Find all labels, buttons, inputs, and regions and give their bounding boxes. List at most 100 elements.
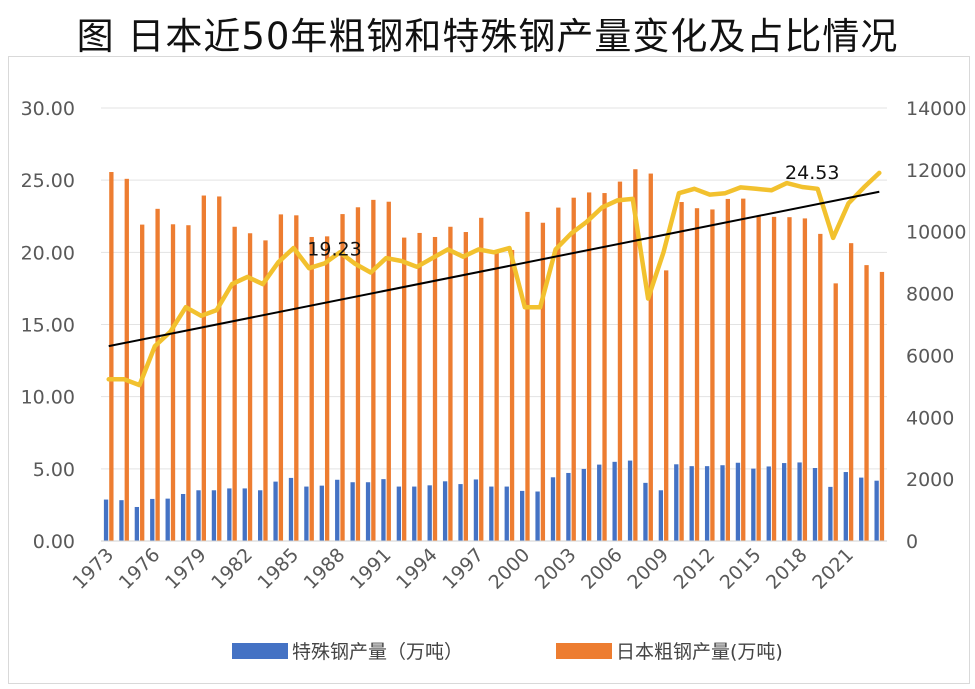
bar-crude-steel bbox=[124, 178, 129, 542]
bar-crude-steel bbox=[186, 225, 191, 541]
bar-special-steel bbox=[828, 486, 833, 541]
bar-crude-steel bbox=[602, 193, 607, 541]
bar-crude-steel bbox=[802, 218, 808, 542]
bar-crude-steel bbox=[741, 198, 746, 541]
bar-crude-steel bbox=[232, 226, 237, 541]
bar-special-steel bbox=[381, 479, 386, 541]
bar-special-steel bbox=[196, 490, 201, 541]
x-tick-label: 2012 bbox=[670, 544, 720, 594]
bar-crude-steel bbox=[694, 208, 700, 542]
legend-swatch-special-steel bbox=[232, 642, 288, 659]
legend-crude-steel: 日本粗钢产量(万吨) bbox=[556, 637, 783, 664]
bar-special-steel bbox=[797, 462, 802, 541]
bar-crude-steel bbox=[324, 236, 330, 541]
bar-special-steel bbox=[674, 464, 679, 541]
bar-crude-steel bbox=[417, 232, 422, 542]
y-right-tick-label: 8000 bbox=[906, 284, 954, 306]
x-tick-label: 2021 bbox=[808, 544, 858, 594]
bar-special-steel bbox=[735, 462, 741, 541]
y-right-tick-label: 14000 bbox=[906, 98, 966, 120]
bar-special-steel bbox=[396, 486, 402, 541]
bar-crude-steel bbox=[586, 192, 592, 541]
bar-crude-steel bbox=[294, 215, 299, 541]
bar-crude-steel bbox=[833, 283, 838, 541]
bar-crude-steel bbox=[402, 237, 407, 542]
x-tick-label: 1994 bbox=[392, 544, 442, 594]
bar-special-steel bbox=[612, 461, 617, 541]
legend-label-crude-steel: 日本粗钢产量(万吨) bbox=[616, 641, 783, 663]
x-tick-label: 2000 bbox=[485, 544, 535, 594]
y-left-tick-label: 10.00 bbox=[21, 387, 75, 409]
x-tick-label: 1991 bbox=[346, 544, 396, 594]
bar-crude-steel bbox=[879, 271, 885, 541]
y-right-tick-label: 2000 bbox=[906, 469, 954, 491]
bar-special-steel bbox=[658, 490, 664, 541]
x-tick-label: 2009 bbox=[623, 544, 673, 594]
x-tick-label: 1997 bbox=[438, 544, 488, 594]
x-tick-label: 2003 bbox=[531, 544, 581, 594]
bar-crude-steel bbox=[864, 265, 869, 541]
x-tick-label: 1979 bbox=[161, 544, 211, 594]
bar-crude-steel bbox=[571, 197, 576, 541]
bar-special-steel bbox=[258, 490, 263, 541]
bar-special-steel bbox=[365, 482, 371, 541]
bar-special-steel bbox=[504, 486, 509, 541]
bar-crude-steel bbox=[756, 215, 761, 542]
bar-crude-steel bbox=[340, 214, 345, 541]
bar-special-steel bbox=[227, 488, 232, 541]
bar-special-steel bbox=[473, 479, 479, 541]
bar-special-steel bbox=[689, 466, 694, 541]
x-tick-label: 1988 bbox=[300, 544, 350, 594]
y-right-tick-label: 6000 bbox=[906, 345, 954, 367]
x-tick-label: 2018 bbox=[762, 544, 812, 594]
x-tick-label: 2006 bbox=[577, 544, 627, 594]
bar-special-steel bbox=[273, 481, 278, 541]
bar-crude-steel bbox=[664, 270, 669, 541]
data-label: 19.23 bbox=[307, 238, 361, 260]
bar-crude-steel bbox=[386, 201, 391, 542]
bar-special-steel bbox=[427, 485, 432, 541]
bar-special-steel bbox=[859, 477, 864, 541]
trendline bbox=[108, 190, 880, 348]
bar-special-steel bbox=[134, 506, 140, 541]
y-right-tick-label: 0 bbox=[906, 531, 918, 553]
bar-special-steel bbox=[242, 488, 247, 541]
bar-special-steel bbox=[304, 486, 309, 541]
bar-crude-steel bbox=[494, 251, 499, 541]
bar-special-steel bbox=[211, 490, 217, 541]
y-left-tick-label: 20.00 bbox=[21, 242, 75, 264]
bar-crude-steel bbox=[525, 211, 530, 542]
bar-special-steel bbox=[180, 493, 186, 541]
y-right-tick-label: 10000 bbox=[906, 222, 966, 244]
x-tick-label: 2015 bbox=[716, 544, 766, 594]
bar-special-steel bbox=[288, 477, 294, 541]
bar-special-steel bbox=[350, 482, 355, 541]
x-tick-label: 1982 bbox=[207, 544, 257, 594]
bar-crude-steel bbox=[432, 236, 438, 541]
bar-special-steel bbox=[535, 491, 540, 541]
y-left-tick-label: 5.00 bbox=[33, 459, 75, 481]
bar-special-steel bbox=[442, 481, 448, 541]
bar-crude-steel bbox=[309, 236, 314, 541]
bar-crude-steel bbox=[155, 208, 160, 541]
x-tick-label: 1973 bbox=[68, 544, 118, 594]
data-label: 24.53 bbox=[785, 162, 839, 184]
bar-special-steel bbox=[581, 468, 586, 541]
bar-special-steel bbox=[643, 482, 648, 541]
bar-special-steel bbox=[782, 463, 787, 541]
bar-crude-steel bbox=[217, 196, 222, 541]
bar-special-steel bbox=[550, 477, 556, 541]
bar-special-steel bbox=[627, 460, 633, 541]
x-tick-label: 1976 bbox=[115, 544, 165, 594]
bar-crude-steel bbox=[479, 217, 484, 541]
bar-special-steel bbox=[103, 499, 109, 541]
bar-special-steel bbox=[489, 486, 494, 541]
bar-crude-steel bbox=[617, 181, 623, 542]
bar-special-steel bbox=[766, 466, 771, 541]
plot-area bbox=[8, 56, 970, 684]
bar-crude-steel bbox=[463, 232, 468, 542]
bar-special-steel bbox=[704, 466, 710, 541]
bar-special-steel bbox=[335, 479, 340, 541]
bar-crude-steel bbox=[355, 207, 361, 542]
